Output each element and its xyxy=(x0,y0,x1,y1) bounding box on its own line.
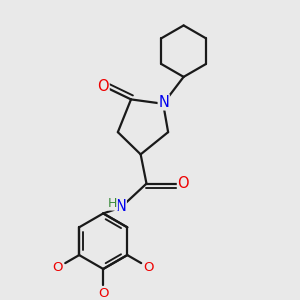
Text: O: O xyxy=(98,287,109,300)
Text: O: O xyxy=(143,261,154,274)
Text: N: N xyxy=(115,200,126,214)
Text: H: H xyxy=(108,197,117,210)
Text: O: O xyxy=(178,176,189,191)
Text: N: N xyxy=(158,95,169,110)
Text: O: O xyxy=(98,79,109,94)
Text: O: O xyxy=(52,261,63,274)
